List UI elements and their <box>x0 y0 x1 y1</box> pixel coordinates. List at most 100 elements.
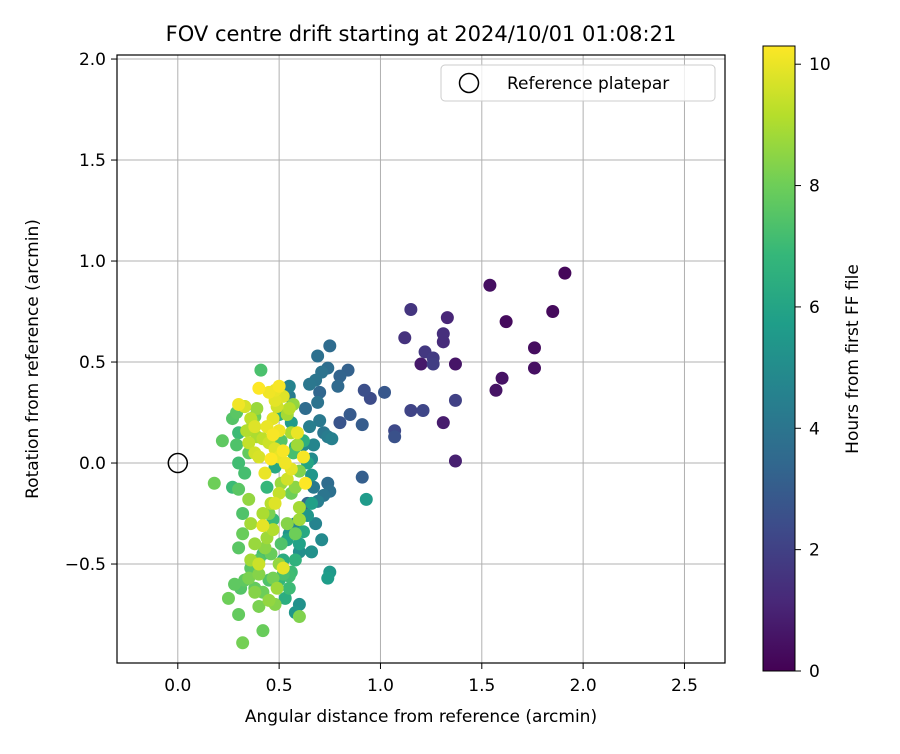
scatter-point <box>248 420 262 434</box>
scatter-point <box>292 500 306 514</box>
scatter-point <box>558 266 572 280</box>
scatter-point <box>288 527 302 541</box>
scatter-point <box>228 577 242 591</box>
scatter-point <box>426 357 440 371</box>
chart-title: FOV centre drift starting at 2024/10/01 … <box>166 22 677 46</box>
scatter-point <box>355 418 369 432</box>
scatter-point <box>244 517 258 531</box>
scatter-point <box>232 397 246 411</box>
scatter-point <box>527 341 541 355</box>
x-tick-label: 1.5 <box>468 676 495 696</box>
x-tick-label: 0.5 <box>266 676 293 696</box>
scatter-point <box>282 401 296 415</box>
scatter-point <box>254 363 268 377</box>
colorbar-tick-label: 4 <box>809 419 820 439</box>
scatter-point <box>256 507 270 521</box>
colorbar-label: Hours from first FF file <box>843 264 863 454</box>
scatter-point <box>313 414 327 428</box>
scatter-point <box>309 517 323 531</box>
y-axis-ticks: −0.5 0.0 0.5 1.0 1.5 2.0 <box>65 50 117 575</box>
scatter-point <box>311 395 325 409</box>
scatter-point <box>236 636 250 650</box>
scatter-point <box>252 599 266 613</box>
legend-box <box>440 64 716 102</box>
scatter-point <box>311 349 325 363</box>
scatter-point <box>280 517 294 531</box>
scatter-point <box>250 401 264 415</box>
y-tick-label: 0.5 <box>79 353 106 373</box>
scatter-point <box>333 369 347 383</box>
scatter-point <box>414 357 428 371</box>
scatter-point <box>298 401 312 415</box>
scatter-point <box>292 513 306 527</box>
scatter-point <box>448 357 462 371</box>
scatter-point <box>280 472 294 486</box>
scatter-point <box>288 553 302 567</box>
scatter-point <box>416 404 430 418</box>
scatter-point <box>252 567 266 581</box>
scatter-point <box>448 454 462 468</box>
scatter-point <box>292 610 306 624</box>
x-tick-label: 0.0 <box>164 676 191 696</box>
scatter-point <box>242 436 256 450</box>
scatter-point <box>404 404 418 418</box>
scatter-point <box>527 361 541 375</box>
scatter-point <box>378 385 392 399</box>
y-tick-label: 1.0 <box>79 252 106 272</box>
scatter-point <box>489 383 503 397</box>
grid-lines <box>117 55 725 663</box>
y-axis-label: Rotation from reference (arcmin) <box>23 219 43 499</box>
scatter-point <box>325 432 339 446</box>
scatter-point <box>296 450 310 464</box>
scatter-point <box>266 571 280 585</box>
scatter-point <box>232 608 246 622</box>
scatter-point <box>495 371 509 385</box>
scatter-point <box>242 571 256 585</box>
x-axis-label: Angular distance from reference (arcmin) <box>245 707 597 727</box>
y-tick-label: −0.5 <box>65 555 106 575</box>
scatter-point <box>232 541 246 555</box>
scatter-point <box>288 480 302 494</box>
scatter-point <box>262 593 276 607</box>
scatter-point <box>436 416 450 430</box>
scatter-point <box>404 303 418 317</box>
scatter-point <box>343 408 357 422</box>
scatter-point <box>323 339 337 353</box>
scatter-point <box>270 581 284 595</box>
scatter-point <box>307 438 321 452</box>
scatter-point <box>290 426 304 440</box>
scatter-point <box>282 379 296 393</box>
scatter-point <box>248 585 262 599</box>
scatter-point <box>207 476 221 490</box>
scatter-point <box>278 591 292 605</box>
scatter-point <box>305 545 319 559</box>
legend-entry-label: Reference platepar <box>507 74 669 94</box>
scatter-point <box>258 541 272 555</box>
scatter-point <box>315 533 329 547</box>
x-tick-label: 2.0 <box>570 676 597 696</box>
scatter-point <box>292 537 306 551</box>
scatter-point <box>333 416 347 430</box>
scatter-point <box>303 420 317 434</box>
scatter-point <box>260 480 274 494</box>
colorbar-ticks: 0 2 4 6 8 10 <box>795 55 831 682</box>
scatter-point <box>278 456 292 470</box>
scatter-points <box>207 266 572 650</box>
scatter-point <box>248 537 262 551</box>
scatter-point <box>262 385 276 399</box>
scatter-point <box>272 379 286 393</box>
scatter-point <box>252 557 266 571</box>
scatter-point <box>276 561 290 575</box>
scatter-point <box>274 537 288 551</box>
x-tick-label: 1.0 <box>367 676 394 696</box>
scatter-point <box>436 327 450 341</box>
x-axis-ticks: 0.0 0.5 1.0 1.5 2.0 2.5 <box>164 663 698 696</box>
scatter-point <box>305 496 319 510</box>
scatter-point <box>357 383 371 397</box>
scatter-point <box>298 476 312 490</box>
scatter-point <box>331 379 345 393</box>
scatter-point <box>232 482 246 496</box>
scatter-point <box>290 438 304 452</box>
scatter-point <box>268 496 282 510</box>
scatter-point <box>258 466 272 480</box>
